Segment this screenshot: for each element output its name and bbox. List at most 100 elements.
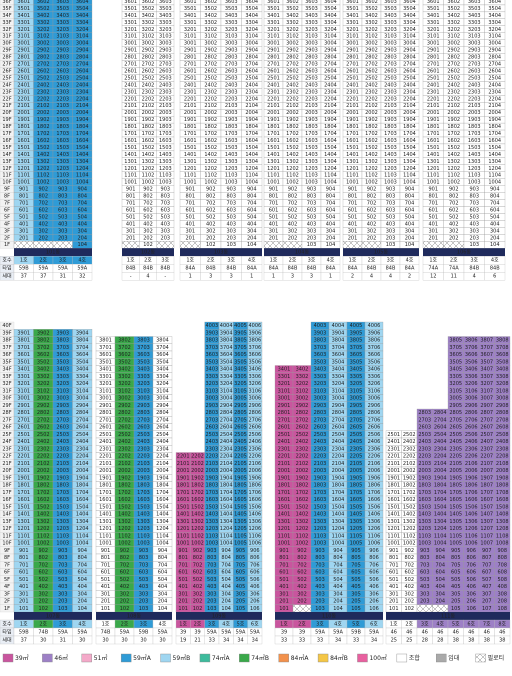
unit-number: 403 bbox=[307, 221, 317, 227]
unit-number: 2101 bbox=[427, 103, 440, 109]
footer-counts: 30 bbox=[79, 638, 85, 644]
unit-number: 2304 bbox=[332, 446, 345, 452]
unit-number: 2803 bbox=[205, 410, 218, 416]
legend-label: 51㎡ bbox=[94, 654, 108, 662]
unit-number: 1401 bbox=[278, 512, 291, 518]
unit-number: 704 bbox=[77, 562, 87, 568]
unit-number: 1106 bbox=[248, 533, 261, 539]
unit-number: 1405 bbox=[234, 512, 247, 518]
floor-label: 32F bbox=[2, 27, 11, 33]
unit-number: 2705 bbox=[350, 417, 363, 423]
unit-number: 2401 bbox=[17, 82, 30, 88]
footer-types: 59A bbox=[315, 630, 325, 636]
unit-number: 2302 bbox=[296, 446, 309, 452]
unit-number: 3403 bbox=[56, 13, 69, 19]
unit-number: 1705 bbox=[350, 490, 363, 496]
unit-number: 1503 bbox=[384, 145, 397, 151]
unit-number: 801 bbox=[279, 555, 289, 561]
unit-number: 1404 bbox=[332, 512, 345, 518]
unit-number: 2003 bbox=[384, 110, 397, 116]
unit-number: 2103 bbox=[137, 461, 150, 467]
unit-number: 1107 bbox=[480, 533, 493, 539]
unit-number: 503 bbox=[161, 214, 171, 220]
footer-types: 46 bbox=[499, 630, 505, 636]
unit-number: 3301 bbox=[427, 20, 440, 26]
unit-number: 1601 bbox=[177, 497, 190, 503]
unit-number: 2503 bbox=[384, 75, 397, 81]
footer-lines: 2호 bbox=[194, 622, 202, 628]
unit-number: 2404 bbox=[324, 82, 337, 88]
unit-number: 1101 bbox=[17, 173, 30, 179]
footer-lines: 4호 bbox=[78, 622, 86, 628]
unit-number: 403 bbox=[226, 221, 236, 227]
legend-label: 59㎡A bbox=[133, 654, 152, 662]
unit-number: 3603 bbox=[384, 0, 397, 5]
unit-number: 3402 bbox=[142, 13, 155, 19]
unit-number: 3604 bbox=[76, 0, 89, 5]
unit-number: 1302 bbox=[286, 159, 299, 165]
unit-number: 1604 bbox=[245, 138, 258, 144]
unit-number: 1803 bbox=[56, 483, 69, 489]
unit-number: 2602 bbox=[365, 68, 378, 74]
unit-number: 1001 bbox=[346, 180, 359, 186]
unit-number: 1803 bbox=[225, 124, 238, 130]
unit-number: 2103 bbox=[56, 461, 69, 467]
unit-number: 3404 bbox=[332, 367, 345, 373]
unit-number: 1802 bbox=[191, 483, 204, 489]
unit-number: 3102 bbox=[37, 388, 50, 394]
unit-number: 1401 bbox=[177, 512, 190, 518]
unit-number: 301 bbox=[101, 591, 111, 597]
unit-number: 3503 bbox=[137, 359, 150, 365]
unit-number: 3503 bbox=[56, 6, 69, 12]
floor-label: 1F bbox=[4, 242, 10, 248]
unit-number: 2603 bbox=[384, 68, 397, 74]
unit-number: 2602 bbox=[296, 425, 309, 431]
unit-number: 2804 bbox=[488, 55, 501, 61]
unit-number: 2802 bbox=[142, 55, 155, 61]
unit-number: 2104 bbox=[156, 461, 169, 467]
unit-number: 905 bbox=[236, 548, 246, 554]
unit-number: 2004 bbox=[403, 110, 416, 116]
building-name: 111동 bbox=[441, 614, 456, 620]
unit-number: 1203 bbox=[418, 526, 431, 532]
unit-number: 2403 bbox=[468, 82, 481, 88]
footer-label: 타입 bbox=[2, 265, 11, 272]
unit-number: 2302 bbox=[204, 89, 217, 95]
unit-number: 3401 bbox=[124, 13, 137, 19]
unit-number: 1302 bbox=[365, 159, 378, 165]
unit-number: 203 bbox=[207, 599, 217, 605]
footer-types: 46 bbox=[422, 630, 428, 636]
unit-number: 1001 bbox=[17, 180, 30, 186]
unit-number: 3304 bbox=[245, 20, 258, 26]
unit-number: 102 bbox=[193, 606, 203, 612]
unit-number: 802 bbox=[120, 555, 130, 561]
footer-counts: 12 bbox=[430, 274, 436, 280]
unit-number: 301 bbox=[19, 228, 29, 234]
unit-number: 406 bbox=[466, 584, 476, 590]
unit-number: 3805 bbox=[449, 338, 462, 344]
unit-number: 204 bbox=[490, 235, 500, 241]
building-bar bbox=[122, 248, 174, 257]
unit-number: 3003 bbox=[468, 41, 481, 47]
unit-number: 1704 bbox=[332, 490, 345, 496]
unit-number: 2404 bbox=[488, 82, 501, 88]
unit-number: 1304 bbox=[488, 159, 501, 165]
unit-number: 503 bbox=[469, 214, 479, 220]
unit-number: 1804 bbox=[76, 124, 89, 130]
unit-number: 2501 bbox=[17, 75, 30, 81]
unit-number: 2408 bbox=[496, 439, 509, 445]
unit-number: 1008 bbox=[496, 541, 509, 547]
footer-types: 59A bbox=[58, 630, 68, 636]
unit-number: 1102 bbox=[118, 533, 131, 539]
unit-number: 901 bbox=[19, 548, 29, 554]
unit-number: 2003 bbox=[137, 468, 150, 474]
unit-number: 3002 bbox=[37, 41, 50, 47]
unit-number: 3005 bbox=[350, 396, 363, 402]
unit-number: 3004 bbox=[332, 396, 345, 402]
unit-number: 1901 bbox=[387, 475, 400, 481]
unit-number: 2707 bbox=[480, 417, 493, 423]
unit-number: 2404 bbox=[245, 82, 258, 88]
unit-number: 901 bbox=[279, 548, 289, 554]
unit-number: 2201 bbox=[17, 96, 30, 102]
unit-number: 302 bbox=[143, 228, 153, 234]
